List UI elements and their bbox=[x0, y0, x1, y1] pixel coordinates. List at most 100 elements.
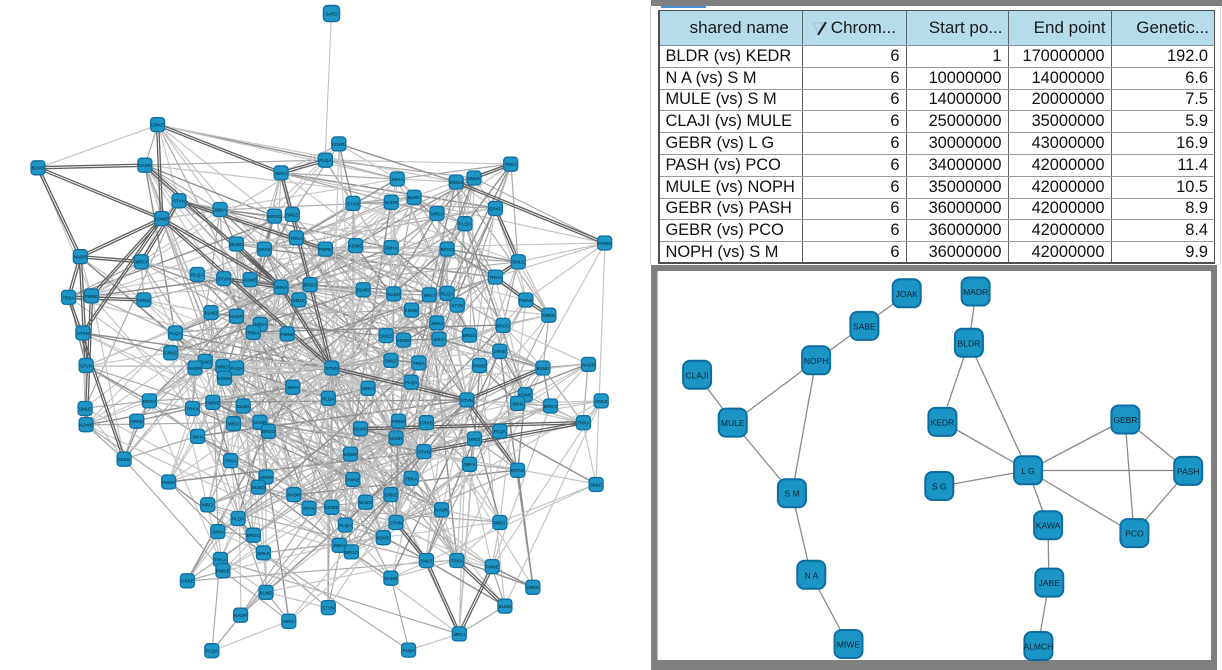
svg-text:PLQA: PLQA bbox=[169, 331, 181, 336]
svg-text:PLQA: PLQA bbox=[339, 523, 351, 528]
svg-text:NADR: NADR bbox=[74, 255, 88, 260]
svg-text:STVN: STVN bbox=[77, 331, 89, 336]
svg-text:SMLE: SMLE bbox=[590, 482, 602, 487]
svg-text:TRKA: TRKA bbox=[413, 361, 425, 366]
svg-text:NADR: NADR bbox=[435, 508, 449, 513]
svg-text:GRKE: GRKE bbox=[181, 579, 194, 584]
svg-text:BRGO: BRGO bbox=[345, 550, 359, 555]
svg-text:BLDR: BLDR bbox=[958, 338, 981, 348]
svg-text:NADR: NADR bbox=[189, 366, 203, 371]
svg-text:SMLE: SMLE bbox=[257, 551, 269, 556]
svg-text:KDWE: KDWE bbox=[349, 244, 363, 249]
svg-text:BRGO: BRGO bbox=[247, 533, 261, 538]
svg-text:JMHA: JMHA bbox=[385, 246, 397, 251]
svg-text:JMHA: JMHA bbox=[431, 321, 443, 326]
svg-text:NADR: NADR bbox=[387, 292, 401, 297]
svg-text:MRCI: MRCI bbox=[362, 386, 374, 391]
svg-text:JOAK: JOAK bbox=[896, 288, 919, 298]
svg-text:TRKA: TRKA bbox=[224, 459, 236, 464]
svg-text:NADR: NADR bbox=[230, 314, 244, 319]
svg-text:BRGO: BRGO bbox=[143, 399, 157, 404]
svg-text:SAPD: SAPD bbox=[325, 12, 338, 17]
svg-text:BLWD: BLWD bbox=[357, 288, 370, 293]
svg-text:KAWA: KAWA bbox=[1036, 520, 1061, 530]
svg-text:PWNE: PWNE bbox=[319, 247, 333, 252]
svg-text:JMHA: JMHA bbox=[463, 462, 475, 467]
svg-text:BLWD: BLWD bbox=[230, 242, 243, 247]
svg-text:NADR: NADR bbox=[582, 362, 596, 367]
svg-text:KDWE: KDWE bbox=[332, 142, 346, 147]
svg-text:TRKA: TRKA bbox=[186, 406, 198, 411]
svg-text:MIWE: MIWE bbox=[837, 639, 860, 649]
svg-text:GRKE: GRKE bbox=[151, 123, 164, 128]
svg-text:STVN: STVN bbox=[303, 506, 315, 511]
svg-text:TRKA: TRKA bbox=[505, 162, 517, 167]
svg-text:SABE: SABE bbox=[853, 321, 876, 331]
svg-text:BLWD: BLWD bbox=[260, 590, 273, 595]
svg-text:NADR: NADR bbox=[390, 436, 404, 441]
svg-text:PLQA: PLQA bbox=[231, 366, 243, 371]
svg-text:STVN: STVN bbox=[218, 277, 230, 282]
svg-text:PLQA: PLQA bbox=[441, 291, 453, 296]
svg-text:L G: L G bbox=[1021, 465, 1034, 475]
svg-text:SMLE: SMLE bbox=[420, 558, 432, 563]
svg-text:GRKE: GRKE bbox=[489, 206, 502, 211]
svg-text:MRCI: MRCI bbox=[454, 632, 466, 637]
svg-text:KDWE: KDWE bbox=[344, 452, 358, 457]
svg-text:TRKA: TRKA bbox=[405, 476, 417, 481]
svg-text:MRCI: MRCI bbox=[469, 437, 481, 442]
svg-text:MRCI: MRCI bbox=[431, 211, 443, 216]
svg-text:PLQA: PLQA bbox=[459, 222, 471, 227]
svg-text:MRCI: MRCI bbox=[275, 171, 287, 176]
svg-text:KDWE: KDWE bbox=[79, 423, 93, 428]
svg-text:BLWD: BLWD bbox=[32, 166, 45, 171]
svg-text:GEBR: GEBR bbox=[1113, 415, 1137, 425]
svg-text:STVN: STVN bbox=[451, 303, 463, 308]
svg-text:PWNE: PWNE bbox=[392, 419, 406, 424]
svg-text:PCO: PCO bbox=[1125, 528, 1144, 538]
svg-text:S G: S G bbox=[932, 481, 947, 491]
svg-text:KDWE: KDWE bbox=[377, 536, 391, 541]
svg-text:NADR: NADR bbox=[385, 576, 399, 581]
svg-text:BRGO: BRGO bbox=[262, 429, 276, 434]
svg-text:TRKA: TRKA bbox=[247, 330, 259, 335]
svg-text:STVN: STVN bbox=[461, 398, 473, 403]
svg-text:BLWD: BLWD bbox=[205, 311, 218, 316]
svg-text:KDWE: KDWE bbox=[243, 278, 257, 283]
svg-text:NOPH: NOPH bbox=[804, 355, 829, 365]
svg-text:KDWE: KDWE bbox=[397, 338, 411, 343]
svg-text:STVN: STVN bbox=[347, 201, 359, 206]
svg-text:NADR: NADR bbox=[234, 613, 248, 618]
svg-text:KEDR: KEDR bbox=[931, 417, 955, 427]
svg-text:JMHA: JMHA bbox=[212, 530, 224, 535]
svg-text:KDWE: KDWE bbox=[405, 308, 419, 313]
svg-text:SMLE: SMLE bbox=[380, 334, 392, 339]
svg-text:NADR: NADR bbox=[385, 200, 399, 205]
svg-text:N A: N A bbox=[804, 570, 818, 580]
svg-text:JMHA: JMHA bbox=[391, 177, 403, 182]
svg-text:STVN: STVN bbox=[80, 363, 92, 368]
svg-text:GRKE: GRKE bbox=[385, 493, 398, 498]
svg-text:KDWE: KDWE bbox=[325, 505, 339, 510]
svg-text:PLQA: PLQA bbox=[494, 429, 506, 434]
svg-text:BRGO: BRGO bbox=[303, 283, 317, 288]
svg-text:TRKA: TRKA bbox=[489, 275, 501, 280]
svg-text:MRCI: MRCI bbox=[136, 260, 148, 265]
svg-text:PLQA: PLQA bbox=[322, 396, 334, 401]
svg-text:BRGO: BRGO bbox=[511, 468, 525, 473]
svg-text:STVN: STVN bbox=[390, 520, 402, 525]
svg-text:PWNE: PWNE bbox=[485, 565, 499, 570]
svg-text:BRGO: BRGO bbox=[496, 323, 510, 328]
svg-text:MRCI: MRCI bbox=[424, 293, 436, 298]
svg-text:S M: S M bbox=[784, 488, 799, 498]
svg-text:PLQA: PLQA bbox=[403, 648, 415, 653]
svg-text:MRCI: MRCI bbox=[494, 520, 506, 525]
svg-text:CLAJI: CLAJI bbox=[686, 370, 709, 380]
svg-text:GRKE: GRKE bbox=[542, 313, 555, 318]
svg-text:GRKE: GRKE bbox=[130, 419, 143, 424]
svg-text:SMLE: SMLE bbox=[118, 457, 130, 462]
svg-text:NADR: NADR bbox=[254, 420, 268, 425]
svg-text:JMHA: JMHA bbox=[287, 385, 299, 390]
svg-text:PLQA: PLQA bbox=[191, 272, 203, 277]
svg-text:PWNE: PWNE bbox=[280, 332, 294, 337]
